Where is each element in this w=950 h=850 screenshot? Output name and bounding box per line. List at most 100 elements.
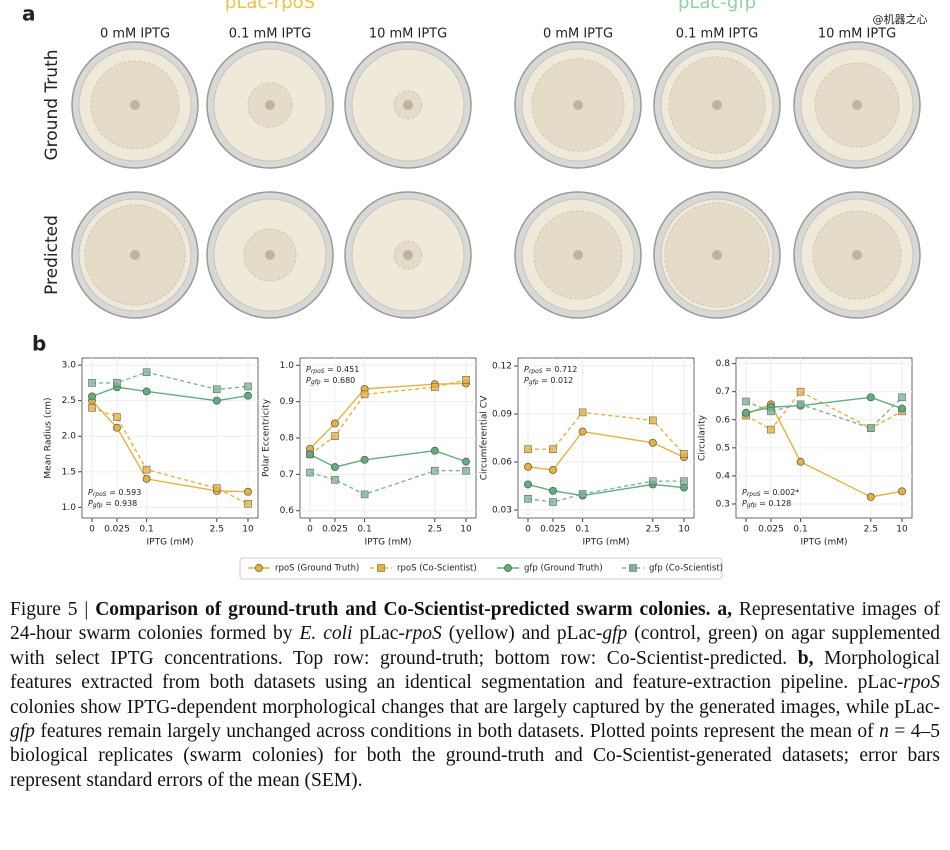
marker <box>212 396 221 405</box>
y-tick-label: 0.03 <box>492 506 512 516</box>
p-text: = 0.002* <box>761 488 800 497</box>
column-label: 0 mM IPTG <box>100 27 170 42</box>
p-symbol: P <box>742 488 747 497</box>
marker <box>142 465 151 474</box>
marker <box>549 486 557 495</box>
marker <box>142 368 151 377</box>
x-tick-label: 2.5 <box>864 525 878 535</box>
figure: a @机器之心 pLac-rpoS 0 mM IPTG 0.1 mM IPTG 10 mM… <box>22 0 928 580</box>
p-subscript: rpoS <box>529 368 543 375</box>
marker <box>796 457 805 466</box>
marker <box>88 379 96 387</box>
y-tick-label: 2.5 <box>62 396 76 406</box>
colony-center <box>130 250 140 260</box>
x-tick-label: 0 <box>89 525 95 535</box>
panel-label: a <box>22 2 36 26</box>
caption-run: gfp <box>10 721 35 743</box>
legend-label: rpoS (Co-Scientist) <box>397 564 477 574</box>
marker <box>331 476 339 484</box>
p-value: PrpoS = 0.712 <box>524 365 577 375</box>
y-axis-label: Circularity <box>698 414 708 461</box>
legend-label: rpoS (Ground Truth) <box>275 564 359 574</box>
marker <box>767 407 775 416</box>
marker <box>142 474 151 483</box>
y-tick-label: 0.9 <box>280 397 295 407</box>
y-axis-label: Circumferential CV <box>480 395 490 480</box>
legend-marker <box>255 564 263 572</box>
x-axis-label: IPTG (mM) <box>583 538 630 548</box>
marker <box>680 450 688 458</box>
p-symbol: P <box>306 376 311 385</box>
marker <box>360 490 369 499</box>
column-label: 0.1 mM IPTG <box>229 27 312 42</box>
marker <box>430 383 439 391</box>
panel-label: b <box>32 332 46 356</box>
row-label: Ground Truth <box>42 49 62 160</box>
caption-run: features remain largely unchanged across… <box>34 721 880 743</box>
marker <box>742 397 750 406</box>
caption-run: (control, green) on agar supplemented wi… <box>10 623 940 669</box>
caption-run: n <box>879 721 889 743</box>
x-tick-label: 0.1 <box>139 525 153 535</box>
marker <box>578 490 587 498</box>
legend-marker <box>504 564 512 572</box>
marker <box>306 468 314 477</box>
caption-run: (yellow) and pLac- <box>441 623 603 645</box>
p-text: = 0.680 <box>321 376 356 385</box>
y-axis-label: Polar Eccentricity <box>262 398 272 477</box>
caption-run: pLac- <box>352 623 405 645</box>
marker <box>430 446 439 455</box>
caption: Figure 5 | Comparison of ground-truth an… <box>10 598 940 793</box>
p-value: PrpoS = 0.451 <box>306 365 359 375</box>
colony-center <box>573 250 583 260</box>
column-label: 10 mM IPTG <box>818 27 896 42</box>
p-subscript: gfp <box>93 502 103 509</box>
p-subscript: gfp <box>311 379 321 386</box>
x-tick-label: 0.025 <box>758 525 784 535</box>
x-axis-label: IPTG (mM) <box>365 538 412 548</box>
marker <box>462 466 470 475</box>
marker <box>898 487 906 496</box>
marker <box>742 408 750 417</box>
x-tick-label: 0.1 <box>575 525 589 535</box>
p-value: Pgfp = 0.680 <box>306 376 355 386</box>
p-value: PrpoS = 0.002* <box>742 488 799 498</box>
y-tick-label: 0.7 <box>716 387 730 397</box>
p-subscript: gfp <box>747 502 757 509</box>
legend-label: gfp (Co-Scientist) <box>649 564 723 574</box>
marker <box>898 393 906 402</box>
marker <box>680 483 688 492</box>
marker <box>866 492 875 501</box>
column-label: 10 mM IPTG <box>369 27 447 42</box>
y-tick-label: 0.8 <box>716 359 731 369</box>
p-text: = 0.128 <box>757 499 792 508</box>
marker <box>331 463 339 472</box>
legend-label: gfp (Ground Truth) <box>524 564 603 574</box>
caption-run: Figure 5 | <box>10 599 96 620</box>
plot-frame <box>735 357 913 519</box>
marker <box>360 455 369 464</box>
p-value: Pgfp = 0.128 <box>742 499 791 509</box>
caption-run: Morphological features extracted from bo… <box>10 647 940 694</box>
x-tick-label: 10 <box>242 525 254 535</box>
marker <box>648 438 657 447</box>
p-text: = 0.593 <box>107 488 142 497</box>
x-tick-label: 0.025 <box>104 525 130 535</box>
x-tick-label: 10 <box>896 525 908 535</box>
marker <box>213 385 221 394</box>
marker <box>898 404 906 413</box>
y-tick-label: 0.7 <box>280 470 294 480</box>
colony-center <box>852 100 862 110</box>
p-symbol: P <box>88 488 93 497</box>
caption-run: E. coli <box>299 623 353 645</box>
caption-run: rpoS <box>404 623 442 645</box>
group-title: pLac-rpoS <box>225 0 315 13</box>
y-tick-label: 0.3 <box>716 499 730 509</box>
caption-run: gfp <box>602 623 628 645</box>
y-tick-label: 0.6 <box>280 506 295 516</box>
x-tick-label: 0.025 <box>322 525 348 535</box>
marker <box>244 499 252 508</box>
marker <box>524 445 532 454</box>
marker <box>244 391 252 400</box>
